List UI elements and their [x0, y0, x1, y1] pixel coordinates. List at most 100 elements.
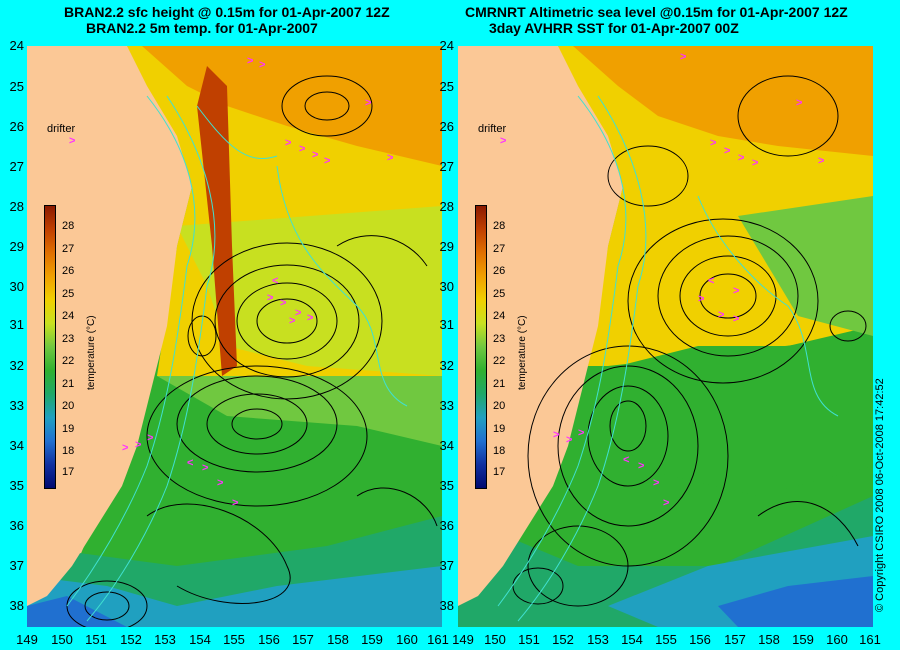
- left-map-title: BRAN2.2 sfc height @ 0.15m for 01-Apr-20…: [64, 4, 390, 36]
- lat-label: 24: [439, 38, 454, 53]
- svg-text:>: >: [295, 307, 301, 319]
- lon-label: 159: [361, 632, 383, 647]
- lat-label: 34: [9, 438, 24, 453]
- svg-text:>: >: [387, 152, 393, 164]
- drifter-symbol: >: [69, 135, 76, 147]
- left-drifter-legend: drifter >: [47, 123, 75, 147]
- svg-text:>: >: [698, 293, 704, 305]
- svg-text:>: >: [202, 462, 208, 474]
- colorbar-tick: 26: [62, 265, 75, 277]
- lon-label: 161: [859, 632, 881, 647]
- lon-label: 156: [689, 632, 711, 647]
- svg-text:>: >: [135, 439, 141, 451]
- lon-label: 157: [292, 632, 314, 647]
- svg-text:>: >: [217, 477, 223, 489]
- right-colorbar-title: temperature (°C): [517, 315, 528, 390]
- svg-text:>: >: [638, 460, 644, 472]
- lon-label: 152: [552, 632, 574, 647]
- lat-label: 33: [9, 398, 24, 413]
- lat-label: 32: [9, 358, 24, 373]
- colorbar-tick: 23: [493, 333, 506, 345]
- colorbar-tick: 27: [493, 243, 506, 255]
- lon-label: 158: [327, 632, 349, 647]
- colorbar-tick: 19: [493, 423, 506, 435]
- colorbar-tick: 21: [62, 378, 75, 390]
- drifter-label: drifter: [478, 123, 507, 135]
- svg-text:>: >: [247, 55, 253, 67]
- colorbar-tick: 20: [493, 400, 506, 412]
- colorbar-tick: 17: [493, 466, 506, 478]
- lat-label: 32: [439, 358, 454, 373]
- lat-label: 31: [9, 317, 24, 332]
- colorbar-tick: 26: [493, 265, 506, 277]
- svg-text:>: >: [738, 152, 744, 164]
- lon-label: 149: [452, 632, 474, 647]
- svg-text:>: >: [289, 315, 295, 327]
- drifter-label: drifter: [47, 123, 76, 135]
- colorbar-tick: 18: [62, 445, 75, 457]
- svg-text:>: >: [299, 143, 305, 155]
- svg-text:>: >: [724, 145, 730, 157]
- lon-label: 157: [724, 632, 746, 647]
- colorbar-tick: 19: [62, 423, 75, 435]
- lon-label: 161: [427, 632, 449, 647]
- lon-label: 155: [223, 632, 245, 647]
- lat-label: 29: [9, 239, 24, 254]
- colorbar-tick: 22: [493, 355, 506, 367]
- lon-label: 151: [85, 632, 107, 647]
- colorbar-tick: 25: [62, 288, 75, 300]
- right-title-line2: 3day AVHRR SST for 01-Apr-2007 00Z: [489, 20, 739, 36]
- svg-text:>: >: [752, 157, 758, 169]
- svg-text:>: >: [733, 313, 739, 325]
- lat-label: 25: [9, 79, 24, 94]
- lat-label: 36: [9, 518, 24, 533]
- svg-text:>: >: [280, 297, 286, 309]
- svg-text:>: >: [710, 137, 716, 149]
- svg-text:>: >: [818, 155, 824, 167]
- lon-label: 154: [189, 632, 211, 647]
- lat-label: 38: [439, 598, 454, 613]
- lon-label: 155: [655, 632, 677, 647]
- left-sst-map: > > > > > > > > < > > > > > > > > < > > …: [27, 46, 442, 627]
- colorbar-tick: 22: [62, 355, 75, 367]
- left-map-panel: > > > > > > > > < > > > > > > > > < > > …: [27, 46, 442, 627]
- colorbar-tick: 23: [62, 333, 75, 345]
- lat-label: 27: [439, 159, 454, 174]
- svg-text:>: >: [285, 137, 291, 149]
- copyright-text: © Copyright CSIRO 2008 06-Oct-2008 17:42…: [874, 378, 886, 612]
- colorbar-tick: 27: [62, 243, 75, 255]
- lat-label: 28: [9, 199, 24, 214]
- lat-label: 24: [9, 38, 24, 53]
- colorbar-tick: 24: [62, 310, 75, 322]
- right-colorbar: [475, 205, 487, 489]
- svg-text:<: <: [272, 275, 278, 287]
- lat-label: 35: [9, 478, 24, 493]
- svg-text:>: >: [324, 155, 330, 167]
- left-title-line1: BRAN2.2 sfc height @ 0.15m for 01-Apr-20…: [64, 4, 390, 20]
- svg-text:>: >: [578, 427, 584, 439]
- svg-text:>: >: [796, 97, 802, 109]
- left-colorbar-title: temperature (°C): [86, 315, 97, 390]
- lon-label: 156: [258, 632, 280, 647]
- lon-label: 160: [826, 632, 848, 647]
- colorbar-tick: 24: [493, 310, 506, 322]
- colorbar-tick: 25: [493, 288, 506, 300]
- svg-text:>: >: [259, 59, 265, 71]
- lon-label: 149: [16, 632, 38, 647]
- svg-text:>: >: [312, 149, 318, 161]
- right-title-line1: CMRNRT Altimetric sea level @0.15m for 0…: [465, 4, 848, 20]
- lat-label: 33: [439, 398, 454, 413]
- lon-label: 153: [154, 632, 176, 647]
- lat-label: 26: [9, 119, 24, 134]
- colorbar-tick: 18: [493, 445, 506, 457]
- svg-text:>: >: [653, 477, 659, 489]
- svg-text:>: >: [680, 51, 686, 63]
- svg-text:<: <: [708, 275, 714, 287]
- lat-label: 38: [9, 598, 24, 613]
- lat-label: 29: [439, 239, 454, 254]
- colorbar-tick: 17: [62, 466, 75, 478]
- svg-text:>: >: [365, 97, 371, 109]
- left-colorbar: [44, 205, 56, 489]
- right-map-panel: > > > > > > > < > > > > > > > < > > >: [458, 46, 873, 627]
- lat-label: 25: [439, 79, 454, 94]
